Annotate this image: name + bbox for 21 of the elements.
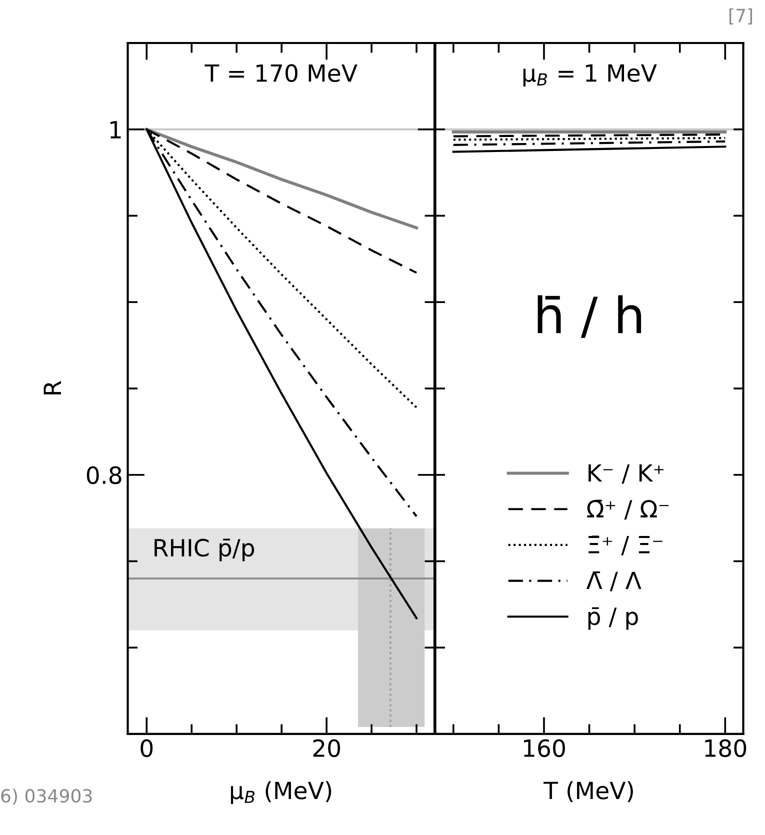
legend-label: Ξ̄⁺ / Ξ⁻ [588, 536, 662, 556]
x-tick-label: 160 [524, 739, 565, 758]
text: T = 170 MeV [204, 64, 358, 82]
legend-label: Ω̄⁺ / Ω⁻ [587, 500, 669, 520]
legend-label: p̄ / p [588, 607, 638, 630]
ref-line-label: RHIC p̄/p [154, 538, 254, 562]
legend-label: Λ̄ / Λ [586, 571, 642, 592]
annotation: h̄ / h [538, 295, 642, 338]
y-axis-title: R [44, 380, 61, 394]
text: 6) 034903 [1, 788, 92, 805]
x-axis-title: μ$_{B}$ (MeV) [230, 781, 332, 804]
x-tick-label: 0 [140, 739, 153, 758]
x-axis-title: T (MeV) [544, 781, 633, 802]
line-series [145, 128, 418, 230]
legend-label: K⁻ / K⁺ [588, 464, 664, 484]
text: [7] [730, 8, 752, 24]
x-tick-label: 180 [705, 739, 746, 758]
x-tick-label: 20 [313, 739, 340, 758]
y-tick-label: 0.8 [86, 466, 122, 484]
text: μ$_{B}$ = 1 MeV [523, 64, 657, 87]
y-tick-label: 1 [110, 121, 121, 138]
